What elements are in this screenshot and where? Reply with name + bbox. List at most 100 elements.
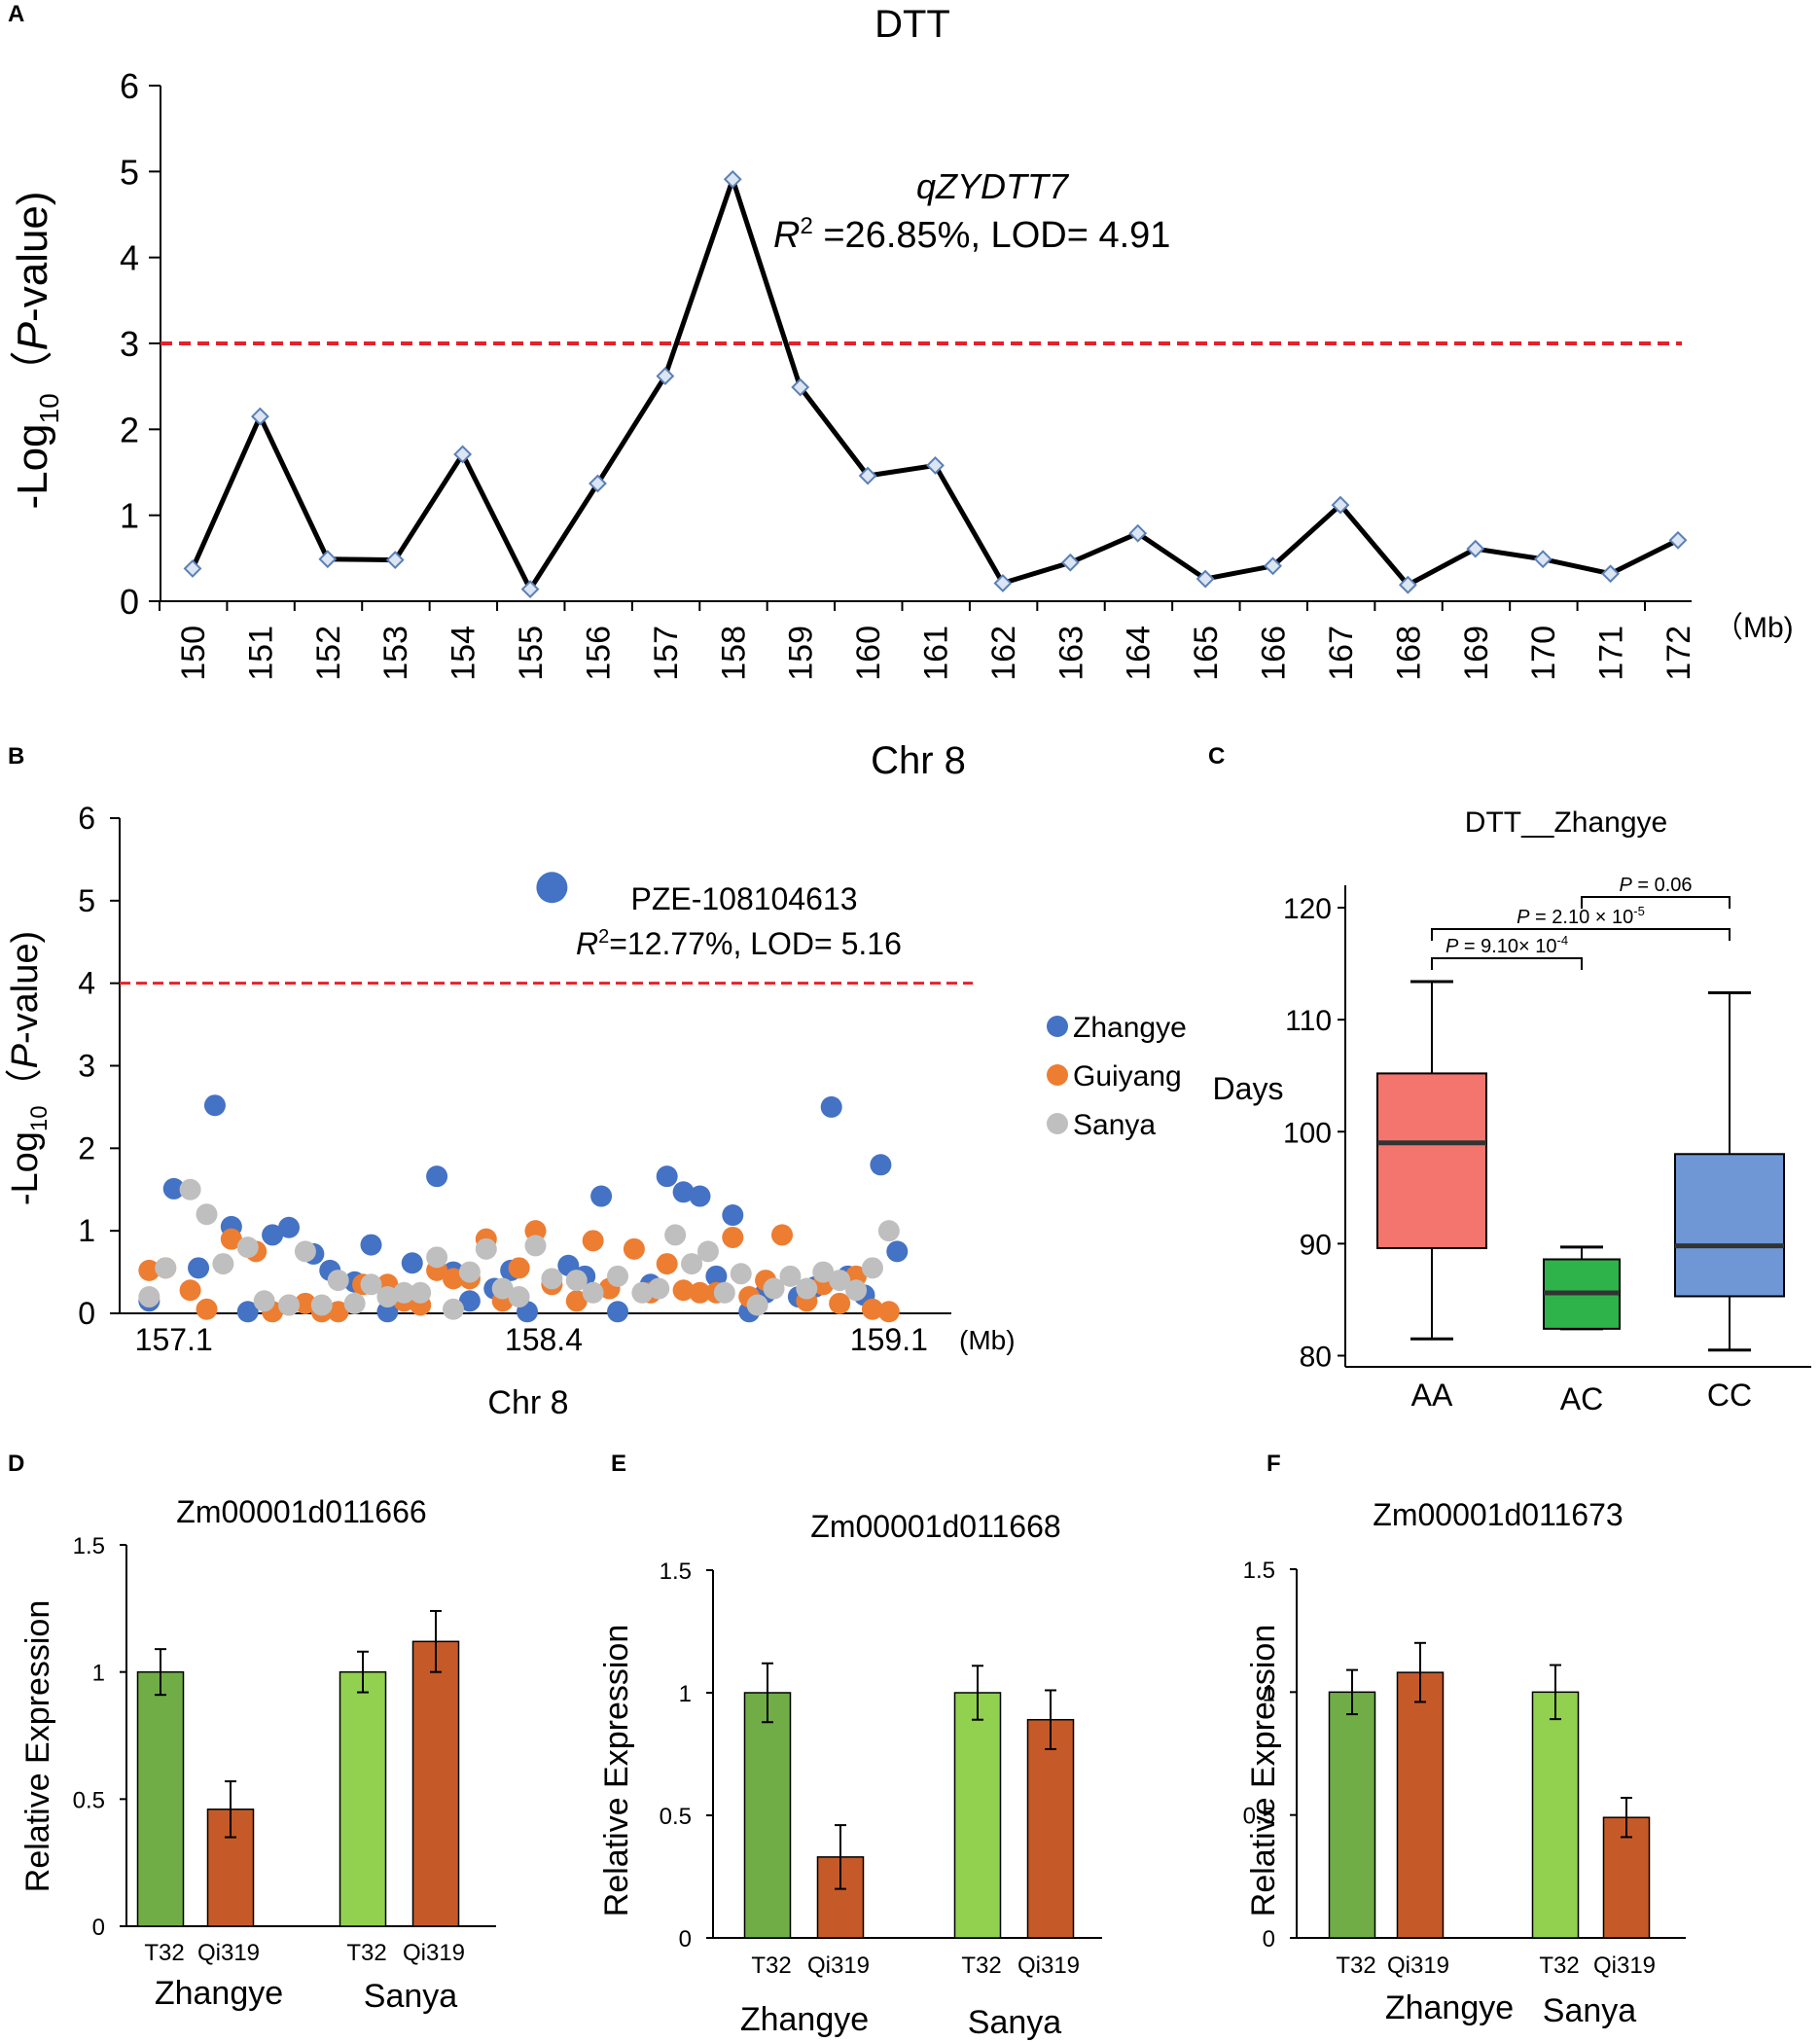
panel-b-scatter-chart: Chr 8 0 1 2 3 4 5 6 157.1 158.4 159.1 -Log10（P-v… [5,739,1187,1421]
panel-c-significance-bracket [1581,896,1731,909]
panel-b-point-guiyang [524,1220,547,1242]
panel-b-point-sanya [763,1277,785,1300]
panel-f-y-label: Relative Expression [1245,1625,1282,1917]
panel-b-legend-label: Guiyang [1073,1060,1182,1093]
panel-letter-c: C [1208,743,1225,770]
panel-f-bar-chart: Zm00001d011673 0 0.5 1 1.5 Relative Expressio… [1243,1497,1686,2029]
panel-b-point-sanya [508,1286,530,1308]
panel-b-point-guiyang [582,1230,604,1252]
panel-c-x-tick-label: CC [1707,1378,1752,1413]
panel-f-y-tick-label: 1.5 [1243,1558,1275,1584]
panel-b-y-tick-label: 6 [78,801,95,836]
panel-b-point-guiyang [294,1292,316,1314]
panel-b-point-sanya [393,1281,415,1304]
panel-a-x-tick-label: 150 [175,626,212,681]
panel-b-point-guiyang [508,1257,530,1279]
panel-b-point-guiyang [565,1290,588,1312]
panel-b-y-tick-label: 4 [78,966,95,1001]
panel-b-x-tick-label: 159.1 [850,1322,928,1357]
panel-b-point-sanya [310,1294,333,1316]
panel-c-x-tick-label: AA [1411,1378,1453,1413]
panel-a-data-point [1601,564,1621,584]
panel-b-point-sanya [179,1178,201,1200]
panel-b-point-sanya [253,1290,275,1312]
panel-b-point-sanya [541,1268,563,1290]
panel-b-point-zhangye [376,1301,399,1323]
panel-b-point-sanya [524,1235,547,1257]
panel-a-x-tick-label: 164 [1121,626,1158,681]
panel-b-point-zhangye [722,1204,744,1227]
panel-b-y-tick-label: 2 [78,1130,95,1165]
panel-f-y-tick-label: 0.5 [1243,1804,1275,1830]
panel-a-annotation-stats: R2 =26.85%, LOD= 4.91 [773,213,1170,256]
panel-b-point-sanya [607,1265,628,1287]
panel-b-point-sanya [138,1286,161,1308]
panel-c-box-cc [1674,1153,1785,1298]
panel-b-point-guiyang [877,1301,900,1323]
panel-a-x-tick-label: 155 [513,626,550,681]
panel-a-data-point [791,377,810,397]
panel-a-x-tick-label: 154 [446,626,482,681]
panel-b-point-zhangye [458,1290,481,1312]
panel-c-p-value-label: P = 2.10 × 10-5 [1517,904,1645,928]
panel-a-data-point [723,169,742,189]
panel-c-y-label: Days [1213,1071,1284,1106]
panel-a-data-point [520,580,540,599]
panel-e-title: Zm00001d011668 [810,1509,1060,1544]
panel-d-bar-label: T32 [346,1940,386,1966]
panel-b-point-guiyang [722,1226,744,1248]
panel-e-y-tick-label: 1 [679,1681,692,1707]
panel-b-point-sanya [565,1270,588,1292]
panel-b-point-sanya [861,1257,883,1279]
panel-a-x-tick-label: 168 [1390,626,1427,681]
panel-a-x-tick-label: 151 [242,626,279,681]
panel-a-y-label: -Log10（P-value) [9,191,64,509]
panel-e-y-tick-label: 1.5 [660,1558,692,1585]
panel-c-p-value-label: P = 0.06 [1619,875,1692,896]
panel-b-y-tick-label: 3 [78,1049,95,1084]
panel-c-p-value-label: P = 9.10× 10-4 [1445,933,1568,957]
panel-d-y-tick-label: 1 [92,1661,105,1687]
panel-b-x-tick-label: 158.4 [505,1322,583,1357]
panel-d-bar-label: Qi319 [197,1940,260,1966]
panel-b-point-sanya [681,1253,703,1275]
panel-a-unit-label: （Mb) [1714,612,1794,644]
panel-b-point-guiyang [138,1259,161,1281]
panel-b-point-sanya [730,1263,752,1285]
panel-a-y-tick-label: 4 [120,238,139,278]
panel-b-point-zhangye [820,1095,842,1118]
panel-a-data-point [1466,539,1485,558]
panel-a-x-tick-label: 163 [1053,626,1089,681]
panel-a-x-tick-label: 162 [985,626,1022,681]
panel-a-y-tick-label: 5 [120,152,139,192]
panel-a-x-tick-label: 159 [783,626,820,681]
panel-b-point-sanya [376,1286,399,1308]
panel-b-point-sanya [426,1246,448,1269]
panel-a-x-tick-label: 157 [648,626,685,681]
panel-b-annotation-stats: R2=12.77%, LOD= 5.16 [576,926,902,961]
panel-b-legend: Zhangye Guiyang Sanya [1047,1012,1187,1141]
panel-b-point-zhangye [590,1185,613,1207]
panel-b-legend-swatch [1047,1113,1068,1134]
panel-d-y-tick-label: 1.5 [73,1533,105,1559]
panel-a-x-tick-label: 167 [1323,626,1360,681]
panel-c-significance-bracket [1431,957,1583,970]
panel-b-y-tick-label: 1 [78,1213,95,1248]
panel-b-point-guiyang [327,1301,349,1323]
panel-b-y-tick-label: 0 [78,1296,95,1331]
panel-b-legend-swatch [1047,1064,1068,1086]
panel-b-peak-point [536,872,568,904]
panel-b-point-zhangye [426,1165,448,1188]
panel-a-data-point [1264,556,1282,576]
panel-a-title: DTT [874,3,950,46]
panel-b-point-sanya [648,1277,670,1300]
panel-c-y-tick-label: 110 [1285,1005,1332,1037]
panel-a-data-point [183,559,202,578]
panel-b-point-sanya [410,1281,432,1304]
panel-b-point-zhangye [870,1154,892,1176]
panel-b-point-sanya [582,1281,604,1304]
panel-a-x-tick-label: 170 [1525,626,1562,681]
panel-f-y-tick-label: 1 [1263,1680,1275,1706]
panel-a-data-point [858,466,877,485]
panel-a-x-tick-label: 169 [1458,626,1495,681]
